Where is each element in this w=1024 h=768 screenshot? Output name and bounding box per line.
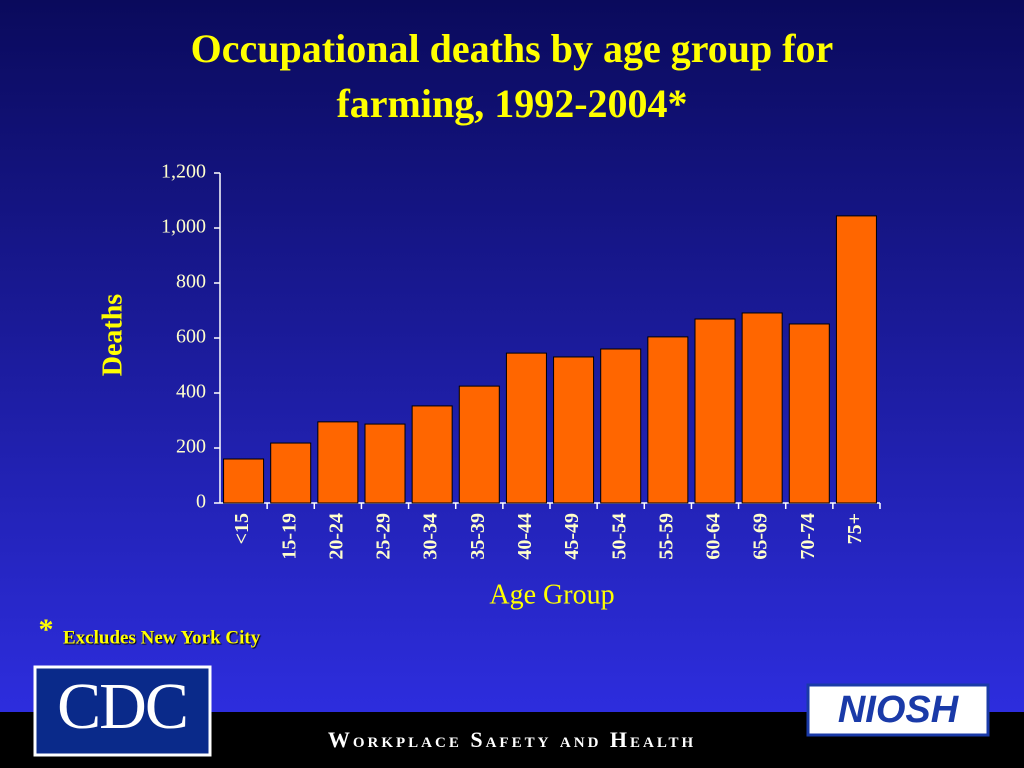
x-tick-label: 70-74 [797, 513, 819, 560]
y-tick-label: 200 [176, 436, 206, 458]
x-tick-label: 55-59 [655, 513, 677, 560]
chart-title: Occupational deaths by age group for [191, 26, 834, 71]
bar [647, 336, 689, 504]
bar [600, 348, 642, 504]
x-tick-label: 20-24 [325, 513, 347, 560]
y-tick-label: 400 [176, 381, 206, 403]
x-tick-label: 40-44 [514, 513, 536, 560]
x-tick-label: 45-49 [561, 513, 583, 560]
x-axis-label: Age Group [489, 579, 614, 610]
y-axis-label: Deaths [97, 294, 128, 377]
bar [741, 312, 783, 504]
x-tick-label: <15 [231, 513, 253, 544]
x-tick-label: 35-39 [467, 513, 489, 560]
niosh-logo-text: NIOSH [838, 689, 960, 731]
bar [694, 318, 736, 504]
tagline: Workplace Safety and Health [328, 727, 696, 752]
footnote-marker: * [39, 613, 54, 646]
bar [223, 458, 265, 504]
bar [364, 423, 406, 504]
x-tick-label: 15-19 [278, 513, 300, 560]
y-tick-label: 800 [176, 271, 206, 293]
y-tick-label: 0 [196, 491, 206, 513]
x-tick-label: 75+ [844, 513, 866, 544]
chart-title: farming, 1992-2004* [336, 81, 687, 126]
bar [411, 405, 453, 504]
cdc-logo [33, 665, 212, 757]
bar [505, 352, 547, 504]
x-tick-label: 60-64 [703, 513, 725, 560]
bar [317, 421, 359, 504]
y-tick-label: 1,000 [161, 216, 206, 238]
y-tick-label: 600 [176, 326, 206, 348]
niosh-logo [806, 683, 990, 737]
footnote: Excludes New York City [63, 627, 261, 648]
x-tick-label: 50-54 [608, 513, 630, 560]
cdc-logo-text: CDC [57, 670, 187, 743]
bar [458, 385, 500, 504]
x-tick-label: 65-69 [750, 513, 772, 560]
x-tick-label: 30-34 [420, 513, 442, 560]
bar [788, 323, 830, 504]
bar [835, 215, 877, 504]
y-tick-label: 1,200 [161, 161, 206, 183]
bar [553, 356, 595, 504]
x-tick-label: 25-29 [373, 513, 395, 560]
bar [270, 442, 312, 504]
